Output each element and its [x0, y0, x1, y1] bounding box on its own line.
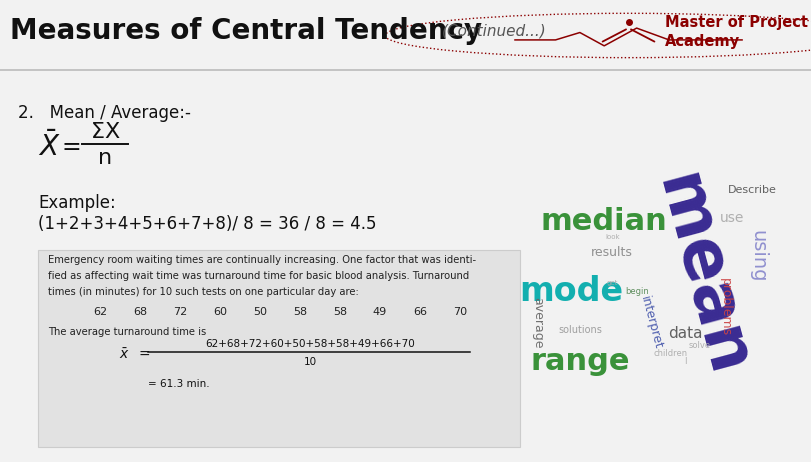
Text: 58: 58 — [293, 307, 307, 317]
Text: 2.   Mean / Average:-: 2. Mean / Average:- — [18, 104, 191, 122]
Text: $\Sigma$X: $\Sigma$X — [90, 122, 120, 142]
Text: I: I — [684, 357, 687, 365]
Text: 10: 10 — [303, 357, 316, 367]
Text: =: = — [62, 135, 82, 159]
Text: 68: 68 — [133, 307, 147, 317]
Text: median: median — [541, 207, 667, 236]
Text: average: average — [531, 297, 544, 348]
Text: 66: 66 — [413, 307, 427, 317]
FancyBboxPatch shape — [38, 250, 520, 447]
Text: Master of Project: Master of Project — [665, 15, 808, 30]
Text: solutions: solutions — [558, 325, 602, 335]
Text: get: get — [607, 280, 618, 286]
Text: 60: 60 — [213, 307, 227, 317]
Text: 50: 50 — [253, 307, 267, 317]
Text: 70: 70 — [453, 307, 467, 317]
Text: = 61.3 min.: = 61.3 min. — [148, 379, 209, 389]
Text: (1+2+3+4+5+6+7+8)/ 8 = 36 / 8 = 4.5: (1+2+3+4+5+6+7+8)/ 8 = 36 / 8 = 4.5 — [38, 215, 376, 233]
Text: begin: begin — [624, 287, 649, 296]
Text: Academy: Academy — [665, 34, 740, 49]
Text: using: using — [749, 230, 768, 283]
Text: mean: mean — [643, 167, 760, 384]
Text: Example:: Example: — [38, 194, 116, 212]
Text: Emergency room waiting times are continually increasing. One factor that was ide: Emergency room waiting times are continu… — [48, 255, 476, 265]
Text: $\bar{X}$: $\bar{X}$ — [38, 132, 61, 162]
Text: use: use — [720, 211, 744, 225]
Text: The average turnaround time is: The average turnaround time is — [48, 327, 206, 337]
Text: fied as affecting wait time was turnaround time for basic blood analysis. Turnar: fied as affecting wait time was turnarou… — [48, 271, 470, 281]
Text: times (in minutes) for 10 such tests on one particular day are:: times (in minutes) for 10 such tests on … — [48, 287, 358, 297]
Text: children: children — [654, 349, 688, 358]
Text: 72: 72 — [173, 307, 187, 317]
Text: 58: 58 — [333, 307, 347, 317]
Text: solve: solve — [689, 341, 711, 350]
Text: interpret: interpret — [638, 294, 664, 350]
Text: 49: 49 — [373, 307, 387, 317]
Text: =: = — [138, 348, 149, 362]
Text: results: results — [591, 246, 633, 259]
Text: 62+68+72+60+50+58+58+49+66+70: 62+68+72+60+50+58+58+49+66+70 — [205, 339, 415, 349]
Text: look: look — [605, 234, 620, 240]
Text: $\bar{x}$: $\bar{x}$ — [119, 347, 130, 362]
Text: Measures of Central Tendency: Measures of Central Tendency — [10, 17, 482, 45]
Text: data: data — [668, 327, 702, 341]
Text: 62: 62 — [93, 307, 107, 317]
Text: problems: problems — [719, 278, 732, 336]
Text: Describe: Describe — [728, 185, 777, 195]
Text: mode: mode — [520, 275, 624, 308]
Text: (Continued...): (Continued...) — [442, 24, 547, 38]
Text: n: n — [98, 148, 112, 168]
Text: range: range — [530, 346, 629, 376]
